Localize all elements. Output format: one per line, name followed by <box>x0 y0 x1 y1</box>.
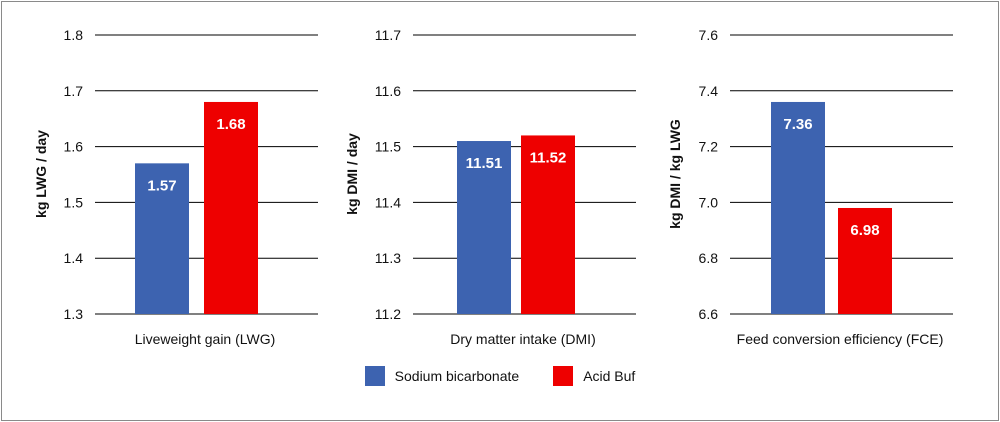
chart-1-y-tick-label: 1.6 <box>64 139 84 155</box>
chart-2-value-label-sodium-bicarbonate: 11.51 <box>466 155 503 172</box>
chart-3-y-tick-label: 6.8 <box>699 250 719 266</box>
chart-2-bar-acid-buf <box>521 135 575 314</box>
chart-1-y-tick-label: 1.5 <box>64 194 84 210</box>
chart-1-y-tick-label: 1.7 <box>64 83 84 99</box>
chart-1-x-axis-label: Liveweight gain (LWG) <box>135 331 276 347</box>
chart-1-bar-sodium-bicarbonate <box>135 163 189 314</box>
chart-1-y-tick-label: 1.4 <box>64 250 84 266</box>
chart-2-y-tick-label: 11.7 <box>375 27 401 43</box>
legend-swatch-acid-buf <box>553 366 574 386</box>
chart-1-y-axis-label: kg LWG / day <box>33 130 49 218</box>
chart-3-bar-acid-buf <box>838 207 892 314</box>
chart-2-y-tick-label: 11.5 <box>375 139 401 155</box>
legend-swatch-sodium-bicarbonate <box>364 366 385 386</box>
chart-3-y-tick-label: 7.6 <box>699 27 719 43</box>
chart-3-bar-sodium-bicarbonate <box>771 101 825 315</box>
chart-1-y-tick-label: 1.8 <box>64 27 84 43</box>
legend-label-acid-buf: Acid Buf <box>583 368 636 384</box>
chart-2-y-axis-label: kg DMI / day <box>344 133 360 215</box>
chart-2-value-label-acid-buf: 11.52 <box>530 149 567 166</box>
chart-3-y-tick-label: 7.4 <box>699 83 719 99</box>
chart-1-bar-acid-buf <box>204 101 258 315</box>
chart-3-y-tick-label: 7.2 <box>699 139 719 155</box>
chart-3-y-tick-label: 6.6 <box>699 306 719 322</box>
chart-2-y-tick-label: 11.4 <box>375 194 401 210</box>
legend: Sodium bicarbonate Acid Buf <box>0 366 1000 386</box>
chart-2-y-tick-label: 11.3 <box>375 250 401 266</box>
chart-2-bar-sodium-bicarbonate <box>457 141 511 314</box>
legend-item-sodium-bicarbonate: Sodium bicarbonate <box>364 366 520 386</box>
chart-3-y-axis-label: kg DMI / kg LWG <box>667 119 683 229</box>
chart-2-y-tick-label: 11.6 <box>375 83 401 99</box>
chart-2-y-tick-label: 11.2 <box>375 306 401 322</box>
legend-item-acid-buf: Acid Buf <box>553 366 635 386</box>
chart-3-value-label-acid-buf: 6.98 <box>850 222 879 239</box>
chart-3-x-axis-label: Feed conversion efficiency (FCE) <box>737 331 944 347</box>
chart-1-y-tick-label: 1.3 <box>64 306 84 322</box>
chart-3-value-label-sodium-bicarbonate: 7.36 <box>783 116 812 133</box>
chart-2-x-axis-label: Dry matter intake (DMI) <box>450 331 595 347</box>
chart-1-value-label-sodium-bicarbonate: 1.57 <box>147 177 176 194</box>
legend-label-sodium-bicarbonate: Sodium bicarbonate <box>394 368 520 384</box>
chart-3-y-tick-label: 7.0 <box>699 194 719 210</box>
chart-1-value-label-acid-buf: 1.68 <box>216 116 245 133</box>
